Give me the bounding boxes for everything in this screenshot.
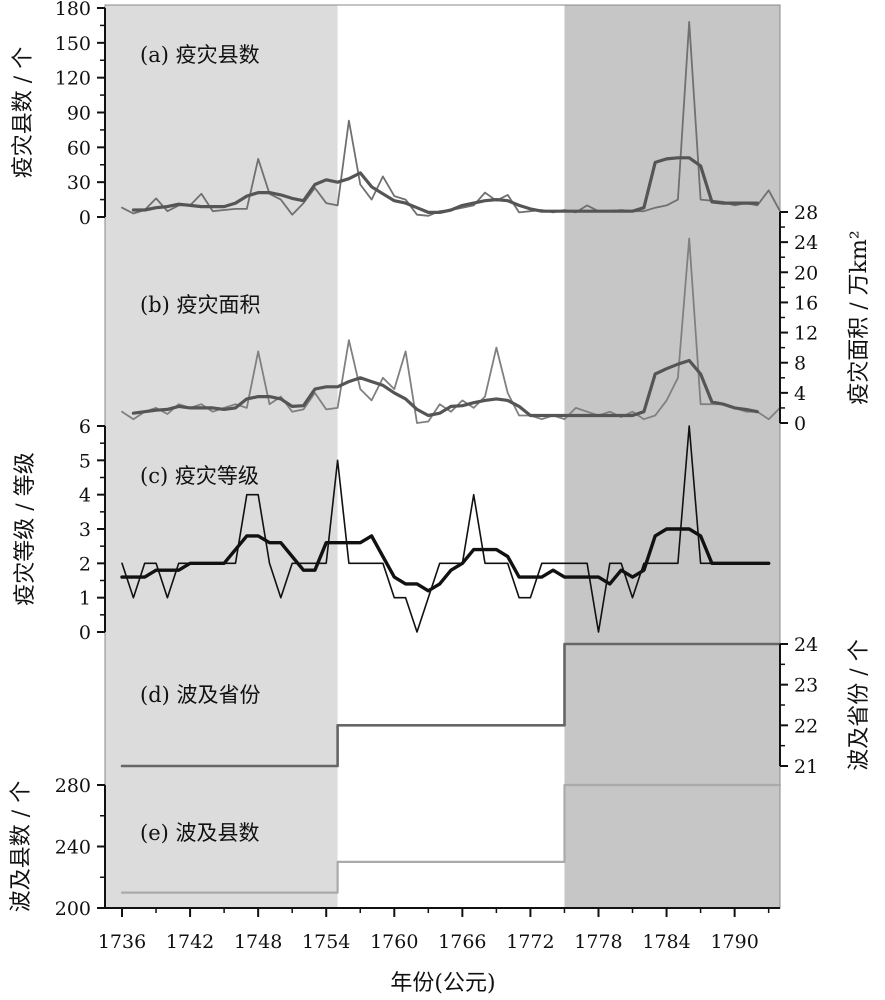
- panel-b-y-axis-title: 疫灾面积 / 万km²: [847, 230, 872, 404]
- panel-a-tick-label: 150: [55, 33, 91, 55]
- panel-d-tick-label: 23: [794, 675, 818, 697]
- panel-a-series: [121, 21, 781, 217]
- panel-d-series-1: [120, 642, 782, 768]
- panel-b-tick-label: 16: [794, 292, 818, 314]
- x-axis-tick-label: 1772: [506, 931, 554, 953]
- panel-a-tick-label: 180: [55, 0, 91, 20]
- panel-a-label: (a) 疫灾县数: [140, 43, 260, 67]
- panel-b-series: [121, 237, 781, 424]
- panel-c-series: [120, 425, 771, 633]
- panel-c-series-1: [121, 425, 770, 633]
- shaded-period-2: [564, 5, 780, 908]
- data-series: [120, 21, 782, 894]
- panel-a-y-axis: 0 30 60 90 120 150 180: [55, 0, 106, 229]
- panel-b-series-2: [131, 358, 759, 418]
- panel-a-tick-label: 60: [67, 137, 91, 159]
- panel-c-series-2: [120, 527, 771, 593]
- panel-b-tick-label: 28: [794, 202, 818, 224]
- panel-e-series-1: [120, 783, 782, 894]
- x-axis-tick-label: 1784: [642, 931, 690, 953]
- panel-b-tick-label: 24: [794, 232, 818, 254]
- panel-b-label: (b) 疫灾面积: [140, 293, 261, 317]
- panel-c-label: (c) 疫灾等级: [140, 464, 259, 488]
- panel-b-tick-label: 8: [794, 353, 806, 375]
- x-axis-tick-label: 1766: [438, 931, 486, 953]
- x-axis-tick-label: 1736: [98, 931, 146, 953]
- shaded-period-1: [105, 5, 338, 908]
- panel-c-tick-label: 6: [79, 416, 91, 438]
- panel-e-tick-label: 200: [55, 898, 91, 920]
- x-axis-tick-label: 1742: [166, 931, 214, 953]
- panel-b-series-1: [121, 237, 781, 424]
- panel-b-tick-label: 20: [794, 262, 818, 284]
- panel-e-label: (e) 波及县数: [140, 821, 260, 845]
- x-axis-tick-label: 1790: [710, 931, 758, 953]
- x-axis-tick-label: 1760: [370, 931, 418, 953]
- panel-b-tick-label: 4: [794, 383, 806, 405]
- panel-c-y-axis: 0 1 2 3 4 5 6: [79, 416, 106, 644]
- x-axis-tick-label: 1748: [234, 931, 282, 953]
- panel-e-tick-label: 240: [55, 837, 91, 859]
- panel-c-tick-label: 2: [79, 553, 91, 575]
- panel-d-tick-label: 21: [794, 756, 818, 778]
- x-axis-tick-label: 1754: [302, 931, 350, 953]
- panel-c-tick-label: 0: [79, 622, 91, 644]
- x-axis-tick-label: 1778: [574, 931, 622, 953]
- panel-a-y-axis-title: 疫灾县数 / 个: [11, 47, 36, 178]
- panel-d-label: (d) 波及省份: [140, 683, 261, 707]
- panel-e-y-axis-title: 波及县数 / 个: [9, 781, 34, 912]
- panel-a-tick-label: 30: [67, 172, 91, 194]
- x-axis: 1736 1742 1748 1754 1760 1766 1772 1778 1784 1790: [98, 907, 780, 953]
- panel-d-y-axis-title: 波及省份 / 个: [847, 639, 872, 770]
- panel-d-y-axis: 21 22 23 24: [779, 634, 818, 778]
- panel-a-series-2: [131, 156, 759, 214]
- panel-e-y-axis: 200 240 280: [55, 775, 106, 920]
- x-axis-title: 年份(公元): [390, 971, 495, 996]
- panel-d-series: [120, 642, 782, 768]
- panel-c-tick-label: 1: [79, 588, 91, 610]
- panel-b-tick-label: 0: [794, 413, 806, 435]
- panel-a-tick-label: 0: [79, 207, 91, 229]
- panel-b-y-axis: 0 4 8 12 16 20 24 28: [779, 202, 818, 435]
- panel-c-tick-label: 5: [79, 450, 91, 472]
- panel-e-series: [120, 783, 782, 894]
- panel-labels: (a) 疫灾县数 疫灾县数 / 个 (b) 疫灾面积 疫灾面积 / 万km² (c) 疫…: [9, 43, 872, 912]
- panel-d-tick-label: 22: [794, 715, 818, 737]
- shaded-periods: [105, 5, 780, 908]
- panel-c-tick-label: 4: [79, 485, 91, 507]
- panel-d-tick-label: 24: [794, 634, 818, 656]
- panel-a-tick-label: 120: [55, 68, 91, 90]
- panel-b-tick-label: 12: [794, 323, 818, 345]
- axes: 0306090120150180048121620242801234562122…: [55, 0, 818, 953]
- panel-c-y-axis-title: 疫灾等级 / 等级: [13, 452, 38, 605]
- panel-e-tick-label: 280: [55, 775, 91, 797]
- panel-c-tick-label: 3: [79, 519, 91, 541]
- panel-a-tick-label: 90: [67, 103, 91, 125]
